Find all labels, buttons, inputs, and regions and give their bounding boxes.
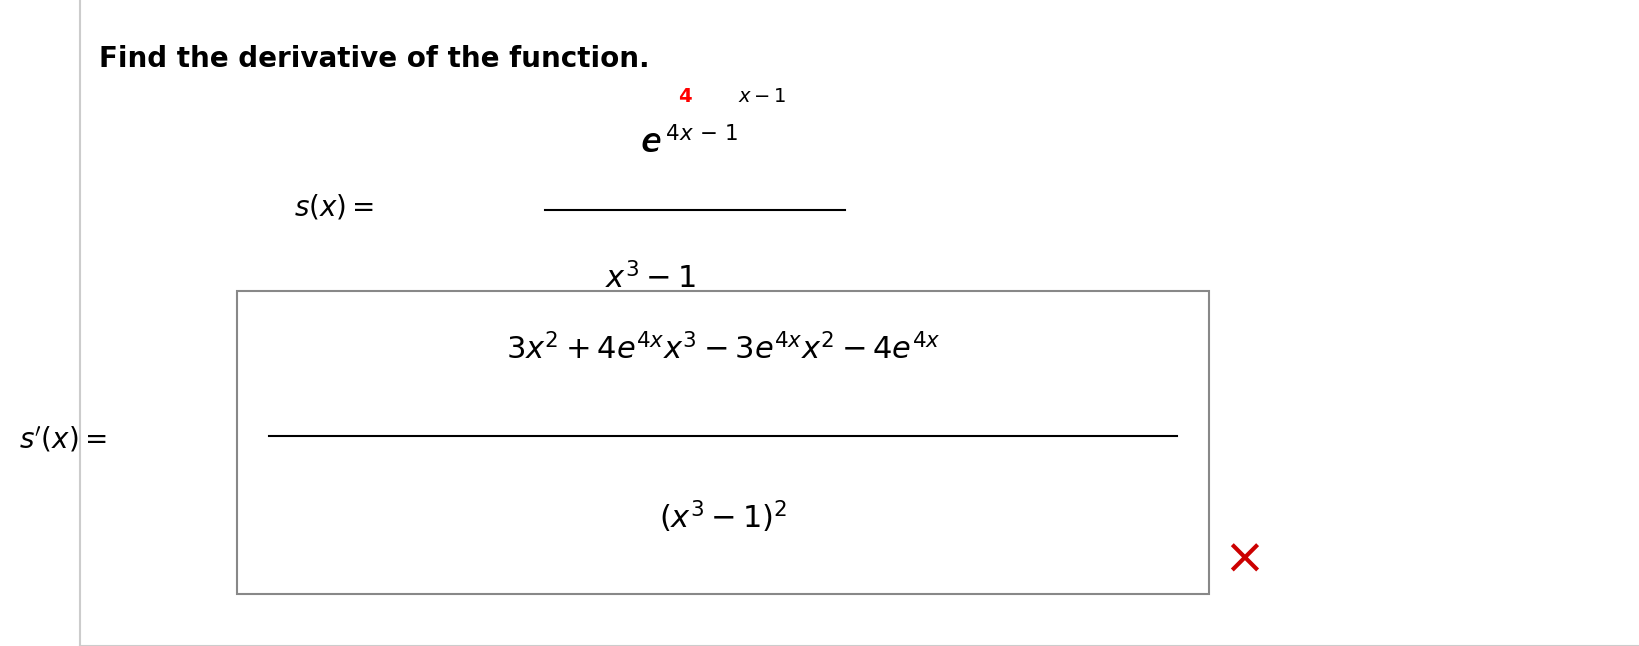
Text: $e$: $e$ — [639, 125, 661, 159]
Text: $\times$: $\times$ — [1223, 534, 1260, 581]
Text: $x - 1$: $x - 1$ — [738, 87, 787, 107]
Text: Find the derivative of the function.: Find the derivative of the function. — [98, 45, 649, 73]
Text: $3x^2 + 4e^{4x}x^3 - 3e^{4x}x^2 - 4e^{4x}$: $3x^2 + 4e^{4x}x^3 - 3e^{4x}x^2 - 4e^{4x… — [506, 333, 941, 365]
Text: $\left(x^3 - 1\right)^2$: $\left(x^3 - 1\right)^2$ — [659, 499, 787, 535]
Text: $\mathbf{4}$: $\mathbf{4}$ — [679, 87, 693, 107]
FancyBboxPatch shape — [236, 291, 1210, 594]
Text: $e^{\,\mathdefault{4}x\,-\,1}$: $e^{\,\mathdefault{4}x\,-\,1}$ — [642, 126, 739, 158]
Text: $s(x) =$: $s(x) =$ — [295, 193, 375, 221]
Text: $x^3 - 1$: $x^3 - 1$ — [605, 262, 695, 294]
Text: $s'(x) =$: $s'(x) =$ — [20, 424, 107, 454]
